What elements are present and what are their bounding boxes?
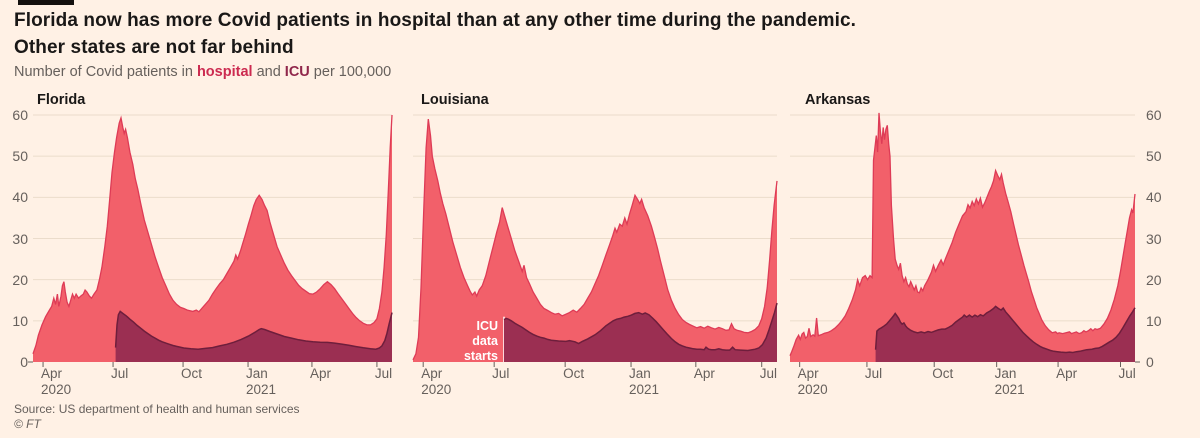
x-axis-year-label: 2020 <box>421 382 452 397</box>
x-axis-label: Jan <box>994 366 1017 381</box>
y-axis-label: 50 <box>1146 148 1162 165</box>
hospital-area <box>790 112 1135 363</box>
icu-data-starts-annotation: data <box>472 334 499 348</box>
subtitle-suffix: per 100,000 <box>309 64 392 80</box>
y-axis-label: 30 <box>1146 230 1162 247</box>
subtitle-prefix: Number of Covid patients in <box>14 64 197 80</box>
y-axis-label: 0 <box>20 354 28 370</box>
x-axis-label: Oct <box>563 366 585 381</box>
x-axis-label: Jul <box>864 366 883 381</box>
x-axis-year-label: 2020 <box>797 382 828 397</box>
y-axis-label: 60 <box>1146 107 1162 123</box>
hospital-area <box>33 115 392 362</box>
x-axis-year-label: 2021 <box>994 382 1025 397</box>
icu-area <box>875 306 1135 362</box>
icu-data-starts-annotation: starts <box>464 349 498 363</box>
legend-icu-label: ICU <box>284 64 310 80</box>
ft-copyright: © FT <box>14 417 41 431</box>
x-axis-label: Apr <box>1056 366 1078 381</box>
x-axis-label: Jul <box>759 366 777 381</box>
x-axis-year-label: 2021 <box>246 382 277 397</box>
ft-top-bar <box>18 0 74 5</box>
x-axis-label: Jul <box>492 366 510 381</box>
y-axis-label: 10 <box>1146 312 1162 329</box>
subtitle-and: and <box>252 64 285 80</box>
title-line-2: Other states are not far behind <box>14 37 294 58</box>
y-axis-label: 50 <box>12 148 28 165</box>
x-axis-label: Apr <box>309 366 331 381</box>
arkansas-chart <box>789 112 1140 367</box>
y-axis-label: 0 <box>1146 354 1154 370</box>
x-axis-label: Jul <box>111 366 129 381</box>
florida-chart <box>28 114 393 367</box>
chart-subtitle: Number of Covid patients in hospital and… <box>14 64 391 80</box>
icu-data-starts-annotation: ICU <box>476 319 498 333</box>
y-axis-label: 20 <box>12 271 28 288</box>
x-axis-label: Oct <box>932 366 954 381</box>
icu-area <box>504 303 777 362</box>
x-axis-label: Apr <box>797 366 819 381</box>
y-axis-label: 20 <box>1146 271 1162 288</box>
x-axis-label: Jan <box>629 366 651 381</box>
y-axis-label: 10 <box>12 312 28 329</box>
y-axis-label: 40 <box>12 189 28 206</box>
x-axis-label: Apr <box>693 366 715 381</box>
title-line-1: Florida now has more Covid patients in h… <box>14 10 857 31</box>
icu-area <box>115 311 392 362</box>
legend-hospital-label: hospital <box>196 64 253 80</box>
page-title: Florida now has more Covid patients in h… <box>14 7 1194 61</box>
chart-title-arkansas: Arkansas <box>805 92 871 108</box>
x-axis-year-label: 2020 <box>41 382 72 397</box>
x-axis-label: Apr <box>421 366 443 381</box>
hospital-area <box>413 119 777 362</box>
x-axis-label: Apr <box>41 366 63 381</box>
x-axis-label: Jul <box>1118 366 1136 381</box>
chart-title-louisiana: Louisiana <box>421 92 489 108</box>
y-axis-label: 60 <box>12 107 28 123</box>
x-axis-label: Jan <box>246 366 268 381</box>
x-axis-label: Jul <box>374 366 393 381</box>
y-axis-label: 40 <box>1146 189 1162 206</box>
x-axis-year-label: 2021 <box>629 382 660 397</box>
chart-title-florida: Florida <box>37 92 86 108</box>
y-axis-label: 30 <box>12 230 28 247</box>
source-note: Source: US department of health and huma… <box>14 402 300 416</box>
x-axis-label: Oct <box>181 366 203 381</box>
